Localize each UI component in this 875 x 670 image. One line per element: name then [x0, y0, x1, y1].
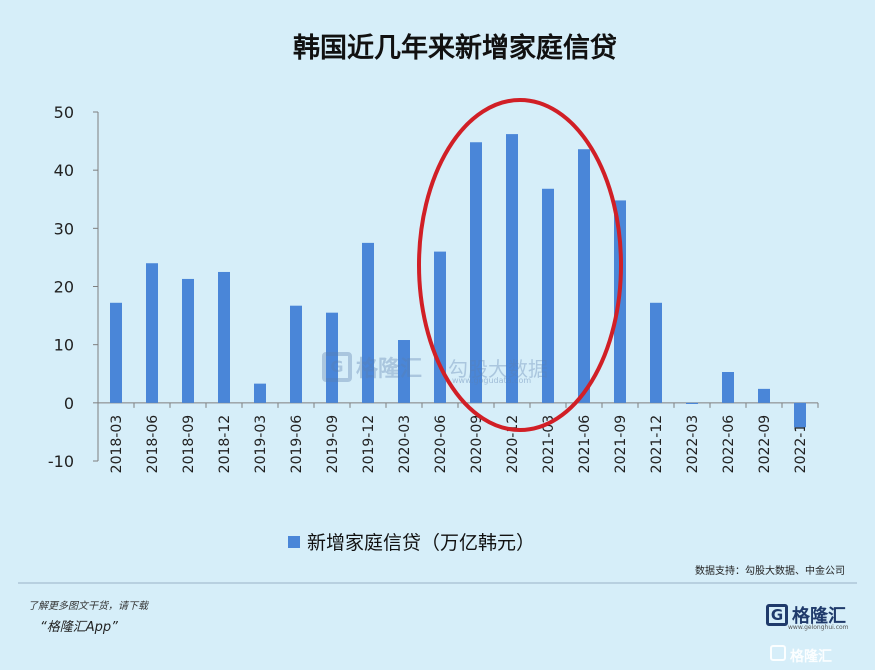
bar — [218, 271, 230, 403]
bar — [542, 188, 554, 403]
watermark-name: 格隆汇 — [356, 357, 423, 382]
watermark-logo-icon: G — [322, 352, 352, 382]
x-tick-label: 2020-12 — [505, 415, 521, 474]
x-tick-label: 2019-09 — [325, 415, 341, 474]
x-tick-label: 2018-09 — [181, 415, 197, 474]
bar — [470, 142, 482, 403]
y-axis: 50 40 30 20 10 0 -10 — [48, 103, 99, 471]
corner-watermark-text: 格隆汇 — [790, 649, 832, 665]
x-tick-label: 2020-09 — [469, 415, 485, 474]
x-tick-label: 2022-06 — [721, 415, 737, 474]
brand-g-icon: G — [766, 604, 788, 626]
x-tick-label: 2019-06 — [289, 415, 305, 474]
bar — [686, 402, 698, 404]
watermark-url: www.gogudata.com — [452, 376, 532, 385]
y-tick-label: 20 — [54, 278, 74, 297]
bar — [326, 312, 338, 403]
y-tick-label: 50 — [54, 103, 74, 122]
bar — [290, 305, 302, 403]
bars — [110, 134, 806, 428]
bar — [794, 402, 806, 428]
x-tick-label: 2019-12 — [361, 415, 377, 474]
x-axis: 2018-03 2018-06 2018-09 2018-12 2019-03 2019-… — [97, 402, 819, 474]
x-tick-label: 2022-09 — [757, 415, 773, 474]
legend-swatch — [288, 536, 300, 548]
x-tick-label: 2021-03 — [541, 415, 557, 474]
x-tick-label: 2018-03 — [109, 415, 125, 474]
y-tick-label: 30 — [54, 219, 74, 238]
footer-note: 了解更多图文干货，请下载 — [28, 601, 148, 612]
x-tick-label: 2019-03 — [253, 415, 269, 474]
chart-title: 韩国近几年来新增家庭信贷 — [293, 32, 617, 64]
y-tick-label: 10 — [54, 336, 74, 355]
bar — [722, 372, 734, 403]
highlight-ellipse — [417, 98, 623, 432]
watermark-center: G 格隆汇 勾股大数据 — [322, 351, 548, 383]
bar — [650, 302, 662, 403]
y-tick-label: -10 — [48, 452, 74, 471]
bar — [182, 278, 194, 403]
bar — [254, 383, 266, 403]
brand-name: 格隆汇 — [792, 606, 846, 627]
x-tick-label: 2021-06 — [577, 415, 593, 474]
x-tick-label: 2021-12 — [649, 415, 665, 474]
bar — [362, 242, 374, 403]
bar — [578, 149, 590, 403]
y-tick-label: 40 — [54, 161, 74, 180]
brand-logo: G 格隆汇 — [766, 602, 846, 628]
x-tick-label: 2021-09 — [613, 415, 629, 474]
x-tick-label: 2020-03 — [397, 415, 413, 474]
bar — [398, 340, 410, 403]
y-tick-label: 0 — [64, 394, 74, 413]
bar — [506, 134, 518, 403]
corner-watermark-icon — [770, 645, 786, 661]
legend: 新增家庭信贷（万亿韩元） — [288, 532, 535, 554]
watermark-sub: 勾股大数据 — [448, 356, 549, 381]
source-label: 数据支持：勾股大数据、中金公司 — [695, 564, 845, 577]
bar — [110, 302, 122, 403]
x-tick-label: 2020-06 — [433, 415, 449, 474]
bar — [146, 263, 158, 403]
x-tick-label: 2018-06 — [145, 415, 161, 474]
x-tick-label: 2022-03 — [685, 415, 701, 474]
bar — [758, 388, 770, 403]
x-tick-label: 2018-12 — [217, 415, 233, 474]
x-tick-label: 2022-12 — [793, 415, 809, 474]
legend-label: 新增家庭信贷（万亿韩元） — [307, 532, 535, 554]
brand-url: www.gelonghui.com — [788, 624, 849, 631]
footer-app: “格隆汇App” — [40, 620, 118, 635]
bar — [434, 251, 446, 403]
